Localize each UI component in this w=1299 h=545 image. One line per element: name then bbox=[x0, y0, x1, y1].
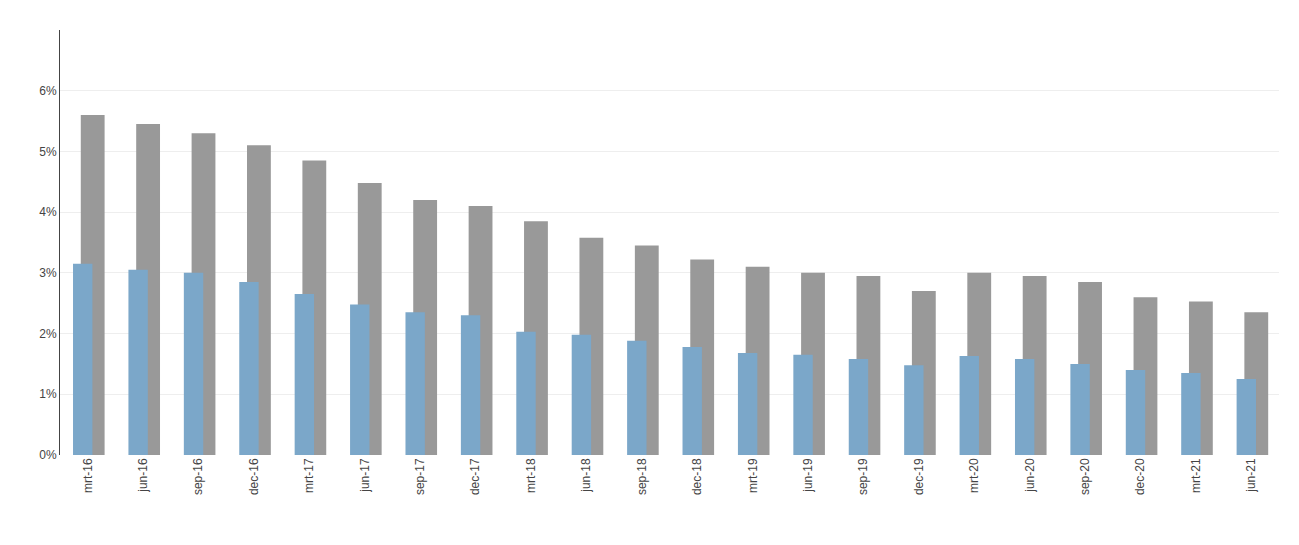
svg-text:sep-20: sep-20 bbox=[1078, 458, 1092, 495]
svg-text:0%: 0% bbox=[39, 448, 57, 462]
svg-text:mrt-17: mrt-17 bbox=[302, 458, 316, 493]
svg-text:dec-16: dec-16 bbox=[247, 458, 261, 495]
svg-text:dec-19: dec-19 bbox=[912, 458, 926, 495]
svg-text:mrt-20: mrt-20 bbox=[967, 458, 981, 493]
svg-text:jun-19: jun-19 bbox=[801, 458, 815, 493]
svg-text:mrt-18: mrt-18 bbox=[524, 458, 538, 493]
svg-text:dec-17: dec-17 bbox=[468, 458, 482, 495]
svg-text:sep-19: sep-19 bbox=[856, 458, 870, 495]
svg-text:sep-17: sep-17 bbox=[413, 458, 427, 495]
svg-text:jun-17: jun-17 bbox=[358, 458, 372, 493]
svg-text:sep-16: sep-16 bbox=[191, 458, 205, 495]
svg-text:dec-18: dec-18 bbox=[690, 458, 704, 495]
svg-text:jun-21: jun-21 bbox=[1244, 458, 1258, 493]
svg-text:jun-20: jun-20 bbox=[1023, 458, 1037, 493]
svg-text:dec-20: dec-20 bbox=[1133, 458, 1147, 495]
svg-text:3%: 3% bbox=[39, 266, 57, 280]
svg-text:mrt-19: mrt-19 bbox=[746, 458, 760, 493]
svg-text:4%: 4% bbox=[39, 205, 57, 219]
svg-text:mrt-16: mrt-16 bbox=[81, 458, 95, 493]
svg-text:jun-16: jun-16 bbox=[136, 458, 150, 493]
svg-text:2%: 2% bbox=[39, 327, 57, 341]
svg-text:jun-18: jun-18 bbox=[579, 458, 593, 493]
svg-text:mrt-21: mrt-21 bbox=[1189, 458, 1203, 493]
svg-text:sep-18: sep-18 bbox=[635, 458, 649, 495]
svg-text:5%: 5% bbox=[39, 145, 57, 159]
svg-text:6%: 6% bbox=[39, 84, 57, 98]
svg-text:1%: 1% bbox=[39, 387, 57, 401]
